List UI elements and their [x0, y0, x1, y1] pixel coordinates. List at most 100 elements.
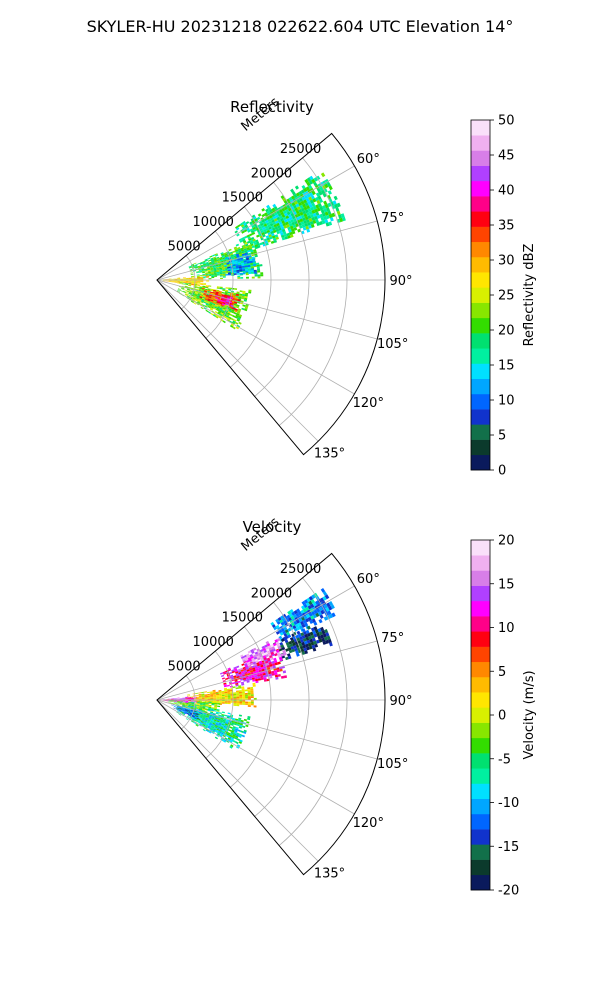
echo-cell [233, 270, 237, 273]
echo-cell [292, 625, 297, 630]
echo-cell [168, 701, 172, 703]
echo-cell [184, 705, 188, 707]
echo-cell [230, 304, 234, 308]
echo-cell [207, 259, 211, 262]
echo-cell [199, 296, 203, 299]
echo-cell [246, 259, 250, 262]
echo-cell [183, 712, 187, 715]
echo-cell [243, 248, 247, 251]
azimuth-spoke [156, 640, 378, 701]
radial-tick-label: 10000 [193, 215, 234, 230]
echo-cell [192, 713, 196, 716]
echo-cell [218, 263, 222, 266]
echo-cell [271, 227, 276, 231]
echo-cell [235, 297, 239, 300]
echo-cell [296, 608, 301, 613]
colorbar-label: Velocity (m/s) [522, 670, 537, 759]
colorbar-tick-label: 15 [498, 359, 515, 374]
echo-cell [202, 296, 206, 299]
echo-cell [253, 663, 257, 667]
echo-cell [195, 723, 199, 726]
echo-cell [239, 724, 243, 728]
echo-cell [236, 311, 241, 315]
echo-cell [310, 599, 315, 604]
echo-cell [196, 711, 200, 714]
echo-cell [173, 698, 177, 699]
echo-cell [182, 708, 185, 711]
echo-cell [237, 670, 241, 673]
echo-cell [265, 646, 269, 650]
echo-cell [288, 649, 293, 654]
echo-cell [242, 701, 246, 704]
echo-cell [306, 597, 311, 603]
echo-cell [202, 276, 206, 278]
echo-cell [238, 264, 242, 267]
echo-cell [294, 200, 299, 205]
echo-cell [214, 261, 218, 264]
echo-cell [230, 723, 234, 726]
echo-cell [217, 726, 221, 729]
echo-cell [184, 711, 187, 714]
colorbar-swatch [471, 540, 490, 556]
echo-cell [174, 701, 177, 703]
echo-cell [222, 273, 226, 276]
echo-cell [245, 694, 248, 697]
echo-cell [182, 703, 186, 705]
echo-cell [191, 280, 195, 282]
echo-cell [302, 210, 307, 215]
echo-cell [219, 313, 223, 317]
echo-cell [222, 739, 227, 743]
echo-cell [219, 720, 223, 723]
echo-cell [242, 220, 246, 225]
echo-cell [308, 612, 313, 617]
echo-cell [204, 720, 208, 723]
echo-cell [207, 725, 211, 728]
echo-cell [301, 600, 306, 606]
echo-cell [235, 687, 239, 690]
echo-cell [187, 707, 191, 709]
echo-cell [242, 269, 246, 272]
echo-cell [303, 647, 308, 652]
echo-cell [179, 708, 183, 710]
echo-cell [287, 226, 291, 231]
echo-cell [303, 206, 308, 211]
echo-cell [179, 698, 183, 700]
echo-cell [183, 277, 186, 278]
echo-cell [217, 306, 221, 309]
echo-cell [280, 675, 285, 679]
echo-cell [219, 734, 223, 738]
echo-cell [219, 286, 223, 289]
echo-cell [208, 716, 212, 719]
range-ring [278, 157, 348, 426]
echo-cell [239, 239, 243, 243]
echo-cell [191, 283, 195, 284]
echo-cell [318, 631, 323, 636]
echo-cell [182, 700, 186, 702]
echo-cell [177, 705, 180, 708]
echo-cell [282, 210, 287, 215]
echo-cell [261, 232, 265, 236]
azimuth-spoke [156, 279, 355, 395]
echo-cell [233, 698, 237, 700]
echo-cell [202, 261, 206, 264]
echo-cell [176, 702, 180, 703]
echo-cell [225, 269, 229, 271]
echo-cell [216, 286, 220, 288]
echo-cell [237, 259, 241, 263]
echo-cell [232, 740, 237, 743]
echo-cell [171, 704, 175, 706]
echo-cell [255, 660, 259, 664]
echo-cell [174, 280, 178, 282]
echo-cell [222, 289, 226, 292]
echo-cell [213, 696, 217, 698]
echo-cell [202, 704, 206, 706]
echo-cell [176, 697, 180, 699]
echo-cell [222, 272, 226, 274]
colorbar-tick-label: 35 [498, 219, 515, 234]
echo-cell [243, 299, 247, 302]
echo-cell [234, 248, 238, 251]
echo-cell [237, 680, 241, 683]
echo-cell [288, 617, 292, 622]
echo-cell [196, 704, 200, 706]
echo-cell [239, 269, 243, 272]
